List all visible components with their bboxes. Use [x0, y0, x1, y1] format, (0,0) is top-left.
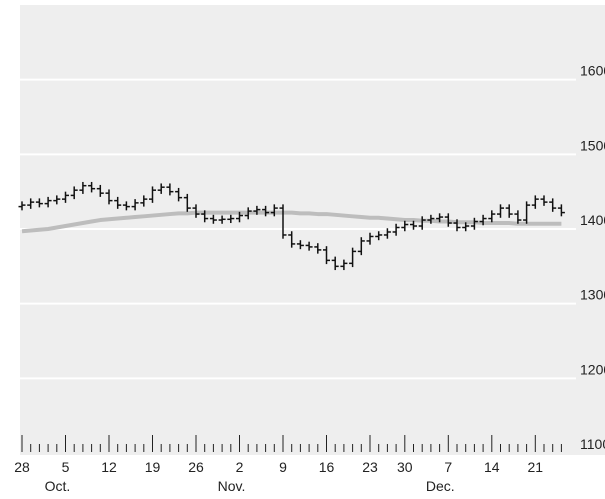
y-tick-label: 1300 — [580, 287, 605, 303]
x-tick-label: 19 — [145, 459, 161, 475]
y-tick-label: 1600 — [580, 63, 605, 79]
x-tick-label: 14 — [484, 459, 500, 475]
x-tick-label: 23 — [362, 459, 378, 475]
x-tick-label: 12 — [101, 459, 117, 475]
x-tick-label: 21 — [528, 459, 544, 475]
x-tick-label: 30 — [397, 459, 413, 475]
y-tick-label: 1400 — [580, 212, 605, 228]
x-tick-label: 28 — [14, 459, 30, 475]
y-tick-label: 1100 — [580, 436, 605, 452]
x-tick-label: 2 — [236, 459, 244, 475]
x-tick-label: 5 — [62, 459, 70, 475]
x-tick-label: 9 — [279, 459, 287, 475]
month-label: Oct. — [45, 478, 71, 494]
y-tick-label: 1200 — [580, 361, 605, 377]
x-tick-label: 26 — [188, 459, 204, 475]
month-label: Nov. — [218, 478, 246, 494]
x-tick-label: 16 — [319, 459, 335, 475]
x-tick-label: 7 — [444, 459, 452, 475]
y-tick-label: 1500 — [580, 137, 605, 153]
moving-average-line — [21, 210, 562, 234]
month-label: Dec. — [426, 478, 455, 494]
